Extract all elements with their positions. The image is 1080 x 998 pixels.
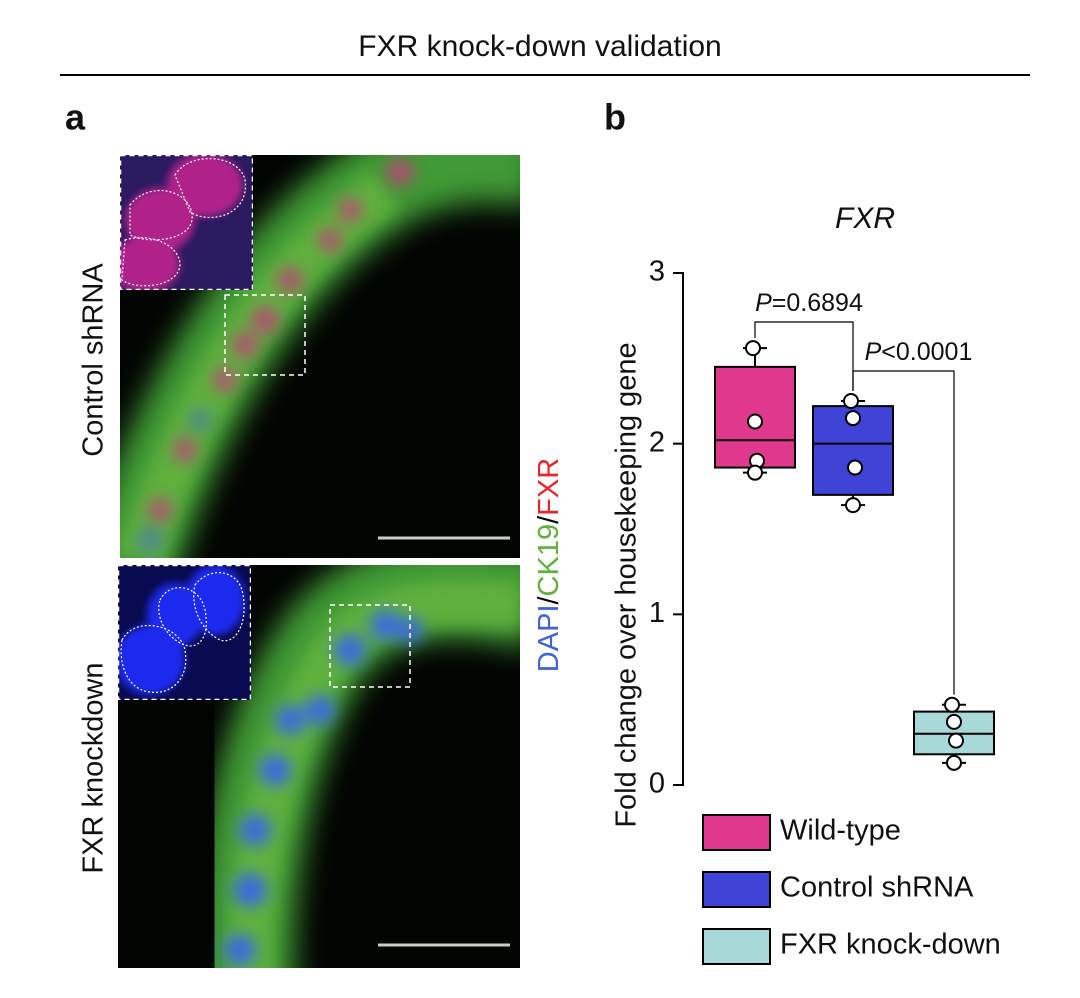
micrograph xyxy=(118,565,520,968)
p-text: <0.0001 xyxy=(881,338,972,366)
legend-swatch xyxy=(702,871,771,908)
y-tick-label: 0 xyxy=(649,768,665,800)
data-point xyxy=(845,497,861,514)
stain-part: DAPI xyxy=(533,604,565,672)
stain-part: / xyxy=(533,595,565,604)
legend-label: FXR knock-down xyxy=(780,929,1001,961)
p-value: P<0.0001 xyxy=(865,338,973,366)
data-point xyxy=(847,459,863,476)
data-point xyxy=(843,393,859,409)
panel-label: a xyxy=(65,97,86,138)
stain-part: FXR xyxy=(533,458,565,516)
y-tick-label: 2 xyxy=(649,426,665,458)
p-text: =0.6894 xyxy=(772,289,863,317)
data-point xyxy=(948,732,964,749)
inset xyxy=(120,155,253,290)
p-symbol: P xyxy=(755,289,772,317)
y-tick-label: 3 xyxy=(649,256,665,288)
legend-swatch xyxy=(702,928,771,965)
stain-label: DAPI/CK19/FXR xyxy=(533,458,565,672)
figure-title: FXR knock-down validation xyxy=(358,30,722,63)
p-value: P=0.6894 xyxy=(755,289,863,317)
row-label: FXR knockdown xyxy=(78,662,110,873)
stain-part: / xyxy=(533,515,565,524)
chart-title: FXR xyxy=(835,202,895,235)
bracket xyxy=(852,370,955,695)
data-point xyxy=(747,464,763,481)
plot: 0 1 2 3 Wild-type Control shRNA FXR knock-down… xyxy=(649,256,1001,965)
legend-label: Control shRNA xyxy=(780,872,974,904)
stain-part: CK19 xyxy=(533,524,565,597)
data-point xyxy=(946,713,962,730)
data-point xyxy=(747,413,763,430)
y-axis-label: Fold change over housekeeping gene xyxy=(611,342,643,827)
data-point xyxy=(845,410,861,427)
data-point xyxy=(745,340,761,357)
data-point xyxy=(944,696,960,713)
row-label: Control shRNA xyxy=(78,263,110,457)
panel-label: b xyxy=(604,97,626,138)
inset xyxy=(118,565,251,700)
legend-swatch xyxy=(702,814,771,851)
p-symbol: P xyxy=(865,338,882,366)
y-tick-label: 1 xyxy=(649,597,665,629)
data-point xyxy=(946,754,962,771)
bracket xyxy=(754,321,854,391)
legend-label: Wild-type xyxy=(780,815,901,847)
